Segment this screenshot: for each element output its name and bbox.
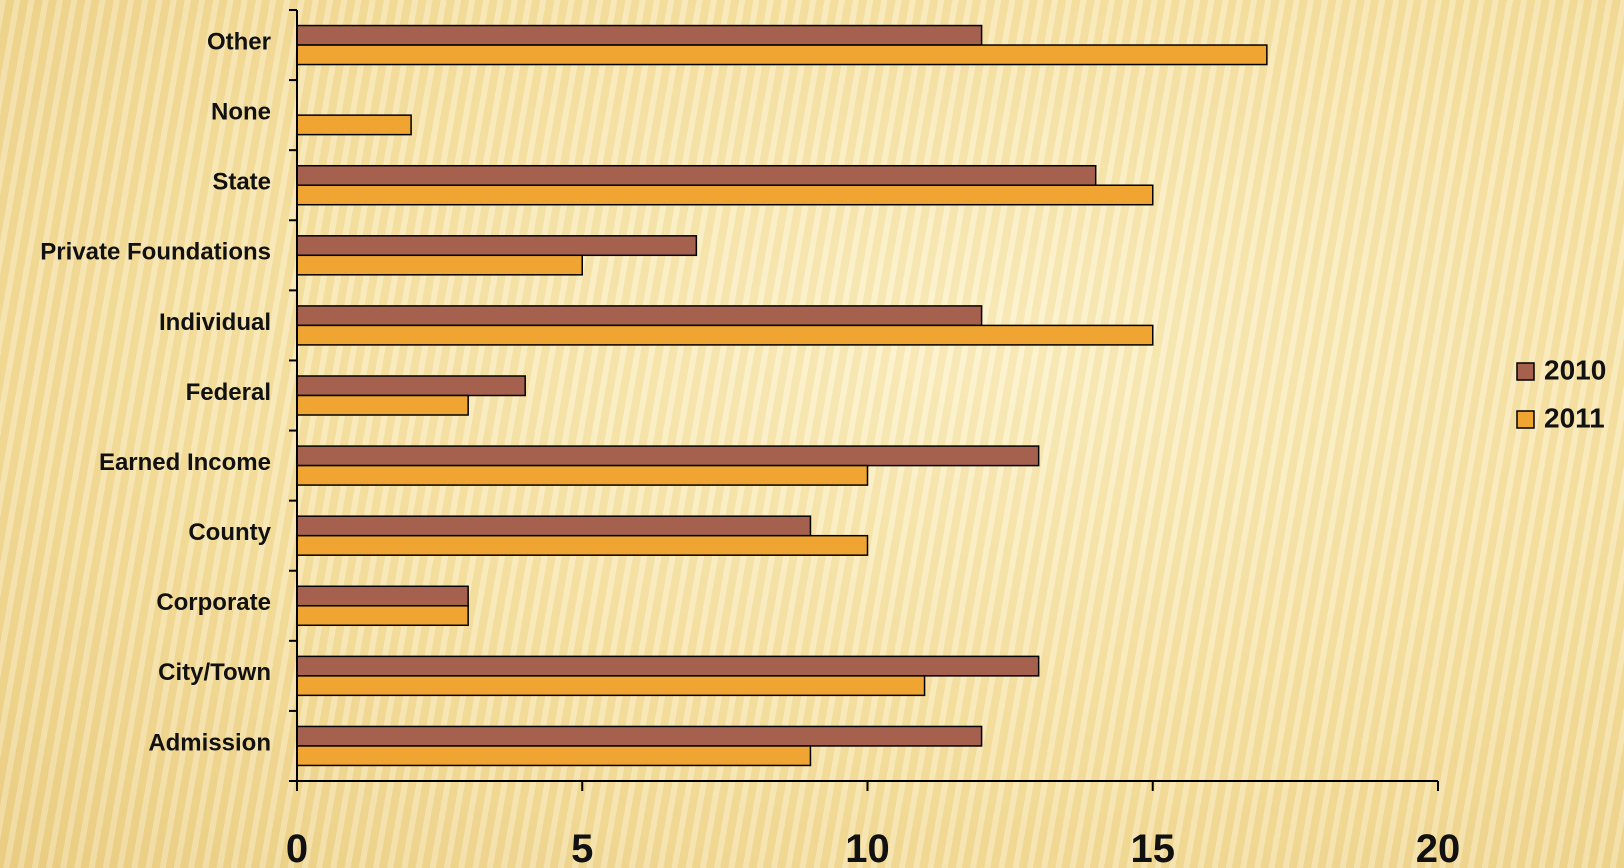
bar-2010-earned-income — [296, 445, 1040, 467]
category-label: Individual — [159, 309, 271, 336]
bar-2010-private-foundations — [296, 235, 698, 257]
bar-2010-city-town — [296, 655, 1040, 677]
bar-2010-admission — [296, 725, 983, 747]
bar-2011-other — [296, 44, 1268, 66]
bar-2011-individual — [296, 324, 1154, 346]
category-label: County — [188, 519, 271, 546]
bar-2010-other — [296, 24, 983, 46]
bar-2010-county — [296, 515, 812, 537]
bar-2011-admission — [296, 745, 812, 767]
bar-2011-federal — [296, 394, 469, 416]
category-label: State — [212, 169, 271, 196]
bar-2011-corporate — [296, 605, 469, 627]
bar-2011-city-town — [296, 675, 926, 697]
x-tick-label: 20 — [1416, 827, 1461, 868]
x-tick-label: 0 — [286, 827, 308, 868]
legend-swatch-2010 — [1516, 362, 1535, 381]
bars-group — [296, 24, 1268, 767]
bar-2011-earned-income — [296, 464, 869, 486]
x-tick-label: 15 — [1131, 827, 1176, 868]
bar-2010-individual — [296, 305, 983, 327]
x-tick-label: 5 — [571, 827, 593, 868]
bar-2011-county — [296, 534, 869, 556]
category-label: None — [211, 98, 271, 125]
labels-group: Admission City/Town Corporate County Earned … — [40, 28, 1460, 868]
bar-2010-state — [296, 164, 1097, 186]
bar-2010-federal — [296, 375, 526, 397]
category-label: Private Foundations — [40, 239, 271, 266]
category-label: Admission — [148, 729, 271, 756]
legend-label-2011: 2011 — [1544, 402, 1605, 433]
category-label: Other — [207, 28, 271, 55]
bar-2011-state — [296, 184, 1154, 206]
category-label: Federal — [186, 379, 271, 406]
bar-2010-corporate — [296, 585, 469, 607]
bar-2011-private-foundations — [296, 254, 583, 276]
category-label: Earned Income — [99, 449, 271, 476]
legend-label-2010: 2010 — [1544, 354, 1606, 385]
x-tick-label: 10 — [845, 827, 890, 868]
bar-2011-none — [296, 114, 412, 136]
category-label: City/Town — [158, 659, 271, 686]
legend: 2010 2011 — [1516, 354, 1606, 433]
legend-swatch-2011 — [1516, 410, 1535, 429]
category-label: Corporate — [156, 589, 271, 616]
axes-group — [289, 9, 1439, 791]
